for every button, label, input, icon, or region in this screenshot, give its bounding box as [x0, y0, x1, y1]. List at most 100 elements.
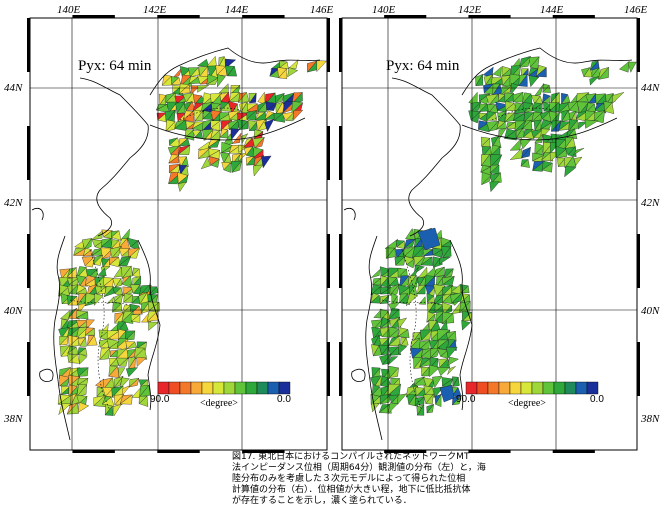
- phase-triangle: [475, 73, 484, 87]
- phase-triangle: [387, 402, 398, 415]
- phase-triangle: [207, 138, 221, 148]
- colorbar-swatch: [234, 381, 247, 395]
- phase-triangle: [627, 61, 637, 73]
- phase-triangle: [78, 367, 89, 377]
- phase-triangle: [501, 68, 512, 77]
- lon-label-142e-left: 142E: [143, 4, 167, 16]
- phase-triangle: [370, 402, 380, 413]
- phase-triangle: [442, 246, 452, 258]
- phase-triangle: [113, 293, 124, 304]
- scale-max-label-left: 0.0: [277, 394, 291, 405]
- colorbar-swatch: [168, 381, 181, 395]
- phase-triangle: [110, 230, 122, 241]
- phase-triangle: [66, 402, 79, 415]
- lat-label-42n-right: 42N: [641, 197, 660, 209]
- phase-triangle: [452, 376, 460, 387]
- colorbar-swatch: [520, 381, 533, 395]
- coastline: [149, 117, 306, 141]
- phase-triangle: [165, 121, 176, 132]
- phase-triangle: [388, 308, 400, 320]
- colorbar-swatch: [476, 381, 489, 395]
- caption-line: 計算値の分布（右）．位相値が大きい程，地下に低比抵抗体: [232, 485, 471, 495]
- phase-triangle: [178, 84, 191, 94]
- phase-triangle: [461, 320, 471, 331]
- phase-triangle: [287, 67, 299, 78]
- phase-triangle: [59, 376, 70, 387]
- scale-unit-right: <degree>: [508, 398, 546, 409]
- phase-triangle: [128, 377, 140, 388]
- lat-label-38n-right: 38N: [641, 413, 660, 425]
- phase-triangle: [112, 403, 122, 417]
- lon-label-140e-right: 140E: [372, 4, 396, 16]
- phase-triangle: [470, 111, 481, 124]
- phase-triangle: [93, 293, 104, 306]
- coastline: [31, 207, 44, 221]
- phase-triangle: [125, 367, 139, 378]
- phase-triangle: [119, 394, 133, 405]
- phase-triangle: [379, 294, 390, 304]
- phase-triangle: [189, 67, 200, 78]
- phase-triangle: [397, 329, 410, 338]
- colorbar-swatch: [201, 381, 214, 395]
- coastline: [461, 47, 633, 96]
- phase-triangle: [104, 405, 114, 416]
- phase-triangle: [429, 364, 441, 378]
- phase-triangle: [520, 159, 530, 168]
- phase-triangle: [531, 103, 543, 114]
- phase-triangle: [534, 133, 543, 143]
- phase-triangle: [197, 85, 210, 93]
- phase-triangle: [389, 367, 399, 378]
- phase-triangle: [541, 162, 553, 173]
- phase-triangle: [555, 148, 568, 158]
- lat-label-42n-left: 42N: [4, 197, 23, 209]
- phase-triangle: [206, 77, 219, 85]
- phase-triangle: [388, 277, 400, 287]
- phase-triangle: [405, 292, 418, 307]
- phase-triangle: [589, 75, 600, 86]
- phase-triangle: [370, 294, 381, 304]
- colorbar-swatch: [190, 381, 203, 395]
- coastline: [53, 235, 71, 441]
- phase-triangle: [210, 158, 220, 168]
- coastline: [391, 77, 461, 237]
- phase-triangle: [437, 366, 450, 376]
- phase-triangle: [79, 353, 88, 365]
- phase-triangle: [106, 296, 115, 305]
- coastline: [137, 239, 161, 411]
- phase-triangle: [420, 256, 434, 266]
- phase-triangle: [430, 347, 440, 358]
- phase-triangle: [564, 166, 577, 178]
- caption-line: 図17. 東北日本におけるコンパイルされたネットワークMT: [232, 452, 470, 462]
- phase-triangle: [421, 366, 430, 377]
- phase-triangle: [84, 327, 95, 336]
- phase-triangle: [83, 237, 92, 250]
- colorbar-swatch: [509, 381, 522, 395]
- lon-label-146e-right: 146E: [624, 4, 648, 16]
- phase-triangle: [370, 269, 380, 278]
- phase-triangle: [184, 129, 195, 141]
- phase-triangle: [79, 336, 87, 347]
- map-panel-right: [339, 15, 640, 453]
- phase-triangle: [217, 74, 226, 88]
- phase-triangle: [257, 91, 266, 105]
- phase-triangle: [121, 385, 131, 397]
- phase-triangle: [433, 266, 445, 277]
- phase-triangle: [194, 110, 203, 122]
- phase-triangle: [316, 60, 328, 73]
- phase-triangle: [388, 356, 399, 366]
- phase-triangle: [196, 59, 210, 67]
- phase-triangle: [114, 287, 124, 297]
- phase-triangle: [541, 95, 551, 103]
- phase-triangle: [445, 346, 458, 359]
- phase-triangle: [182, 110, 195, 122]
- scale-min-label-left: 90.0: [150, 394, 170, 405]
- phase-triangle: [451, 387, 462, 397]
- phase-triangle: [223, 162, 231, 173]
- colorbar-swatch: [498, 381, 511, 395]
- phase-triangle: [447, 366, 456, 375]
- phase-triangle: [461, 311, 472, 322]
- colorbar-swatch: [245, 381, 258, 395]
- phase-triangle: [99, 347, 111, 360]
- colorbar-swatch: [212, 381, 225, 395]
